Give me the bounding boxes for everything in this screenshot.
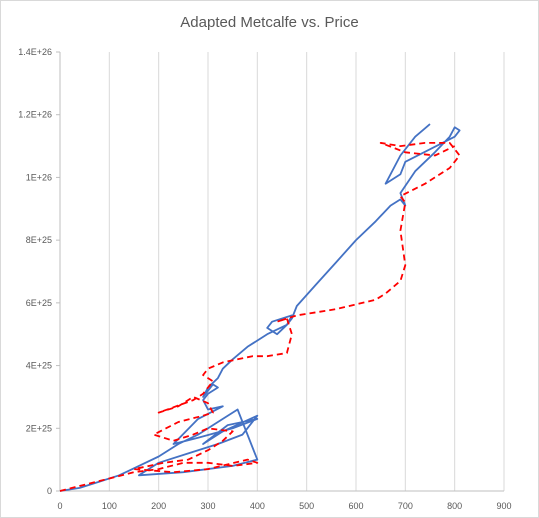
axes	[56, 51, 504, 492]
series-line-dashed	[59, 141, 461, 492]
series-layer	[59, 123, 461, 492]
x-tick-label: 0	[57, 501, 62, 511]
x-tick-label: 600	[348, 501, 363, 511]
y-tick-label: 1.4E+26	[18, 47, 52, 57]
y-tick-label: 4E+25	[26, 361, 52, 371]
x-tick-label: 700	[398, 501, 413, 511]
y-tick-label: 8E+25	[26, 235, 52, 245]
y-tick-label: 6E+25	[26, 298, 52, 308]
y-tick-label: 1.2E+26	[18, 110, 52, 120]
series-line-solid	[59, 123, 461, 492]
gridlines	[108, 52, 505, 491]
x-tick-label: 200	[151, 501, 166, 511]
chart-title: Adapted Metcalfe vs. Price	[180, 14, 359, 31]
x-tick-label: 500	[299, 501, 314, 511]
x-tick-label: 300	[200, 501, 215, 511]
y-tick-label: 0	[47, 486, 52, 496]
x-tick-label: 400	[250, 501, 265, 511]
x-tick-label: 900	[496, 501, 511, 511]
tick-labels: 0 100 200 300 400 500 600 700 800 900 0 2E+25 4E+25 6…	[18, 47, 511, 511]
x-tick-label: 100	[102, 501, 117, 511]
x-tick-label: 800	[447, 501, 462, 511]
y-tick-label: 2E+25	[26, 423, 52, 433]
y-tick-label: 1E+26	[26, 172, 52, 182]
